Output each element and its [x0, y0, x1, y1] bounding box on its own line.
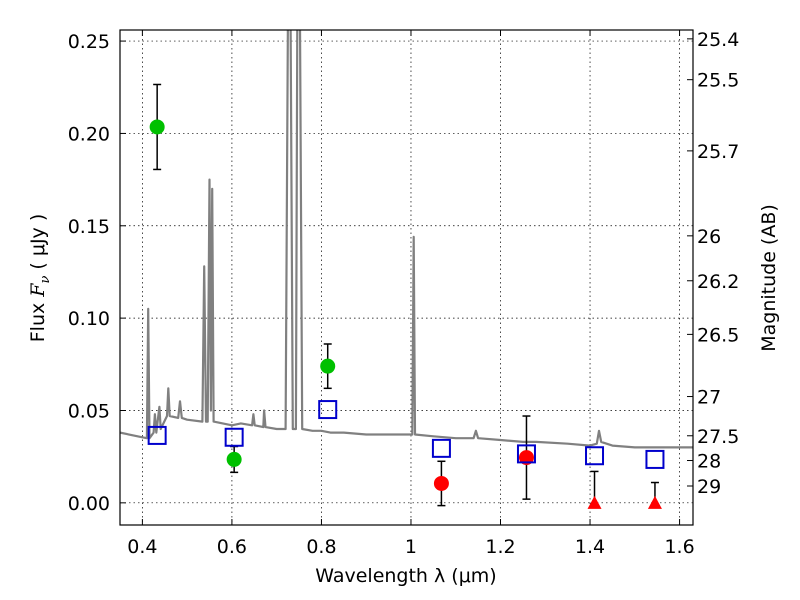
y-axis-label-left: Flux Fν ( μJy ) [27, 214, 53, 343]
y-tick-label: 0.15 [68, 216, 110, 238]
model-photometry-square [147, 425, 167, 445]
y-label-prefix: Flux [27, 297, 49, 343]
x-tick-label: 0.4 [127, 536, 157, 558]
photometry-point [149, 119, 165, 135]
mag-tick-label: 26.5 [697, 324, 739, 346]
y-label-sub: ν [38, 276, 53, 284]
model-photometry-square [318, 400, 338, 420]
mag-tick-label: 29 [697, 476, 721, 498]
y-label-var: F [27, 283, 49, 298]
y-tick-label: 0.00 [68, 493, 110, 515]
x-tick-label: 1.2 [485, 536, 515, 558]
mag-tick-label: 28 [697, 451, 721, 473]
axis-ticks: 0.4 0.6 0.8 1 1.2 1.4 1.6 0.00 0.05 0.10 0.15 0.20 0… [68, 29, 740, 558]
gridlines [120, 30, 693, 525]
photometry-point [226, 451, 242, 467]
y-axis-label-right: Magnitude (AB) [758, 204, 780, 352]
photometry-point [433, 475, 449, 491]
x-tick-label: 1.4 [575, 536, 605, 558]
photometry-point [320, 358, 336, 374]
model-spectrum-line [120, 30, 693, 449]
x-tick-label: 0.8 [306, 536, 336, 558]
model-photometry-square [516, 444, 536, 464]
x-tick-label: 0.6 [217, 536, 247, 558]
model-photometry-square [431, 438, 451, 458]
mag-tick-label: 26.2 [697, 271, 739, 293]
y-tick-label: 0.20 [68, 123, 110, 145]
x-tick-label: 1 [405, 536, 417, 558]
plot-frame [119, 29, 694, 526]
mag-tick-label: 27.5 [697, 426, 739, 448]
y-tick-label: 0.05 [68, 400, 110, 422]
photometry-point [518, 450, 534, 466]
mag-tick-label: 25.7 [697, 141, 739, 163]
mag-tick-label: 26 [697, 226, 721, 248]
model-photometry-square [585, 446, 605, 466]
mag-tick-label: 27 [697, 387, 721, 409]
x-tick-label: 1.6 [664, 536, 694, 558]
plot-area [120, 30, 693, 509]
upper-limit-marker [587, 495, 602, 509]
mag-tick-label: 25.5 [697, 70, 739, 92]
x-axis-label: Wavelength λ (μm) [315, 565, 496, 587]
mag-tick-label: 25.4 [697, 29, 739, 51]
model-photometry-square [224, 427, 244, 447]
model-photometry-square [645, 449, 665, 469]
y-tick-label: 0.25 [68, 31, 110, 53]
y-label-unit: ( μJy ) [27, 214, 49, 276]
upper-limit-marker [647, 495, 662, 509]
y-tick-label: 0.10 [68, 308, 110, 330]
